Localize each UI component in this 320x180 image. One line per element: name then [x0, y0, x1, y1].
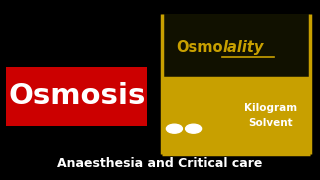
Text: Osmosis: Osmosis [8, 82, 146, 110]
Text: Kilogram
Solvent: Kilogram Solvent [244, 103, 297, 128]
Text: lality: lality [222, 40, 264, 55]
Bar [6, 67, 147, 126]
Circle shape [186, 124, 202, 133]
Text: Osmo: Osmo [176, 40, 222, 55]
Circle shape [166, 124, 182, 133]
Text: Anaesthesia and Critical care: Anaesthesia and Critical care [57, 157, 263, 170]
Bar [162, 14, 310, 78]
Bar [162, 78, 310, 154]
